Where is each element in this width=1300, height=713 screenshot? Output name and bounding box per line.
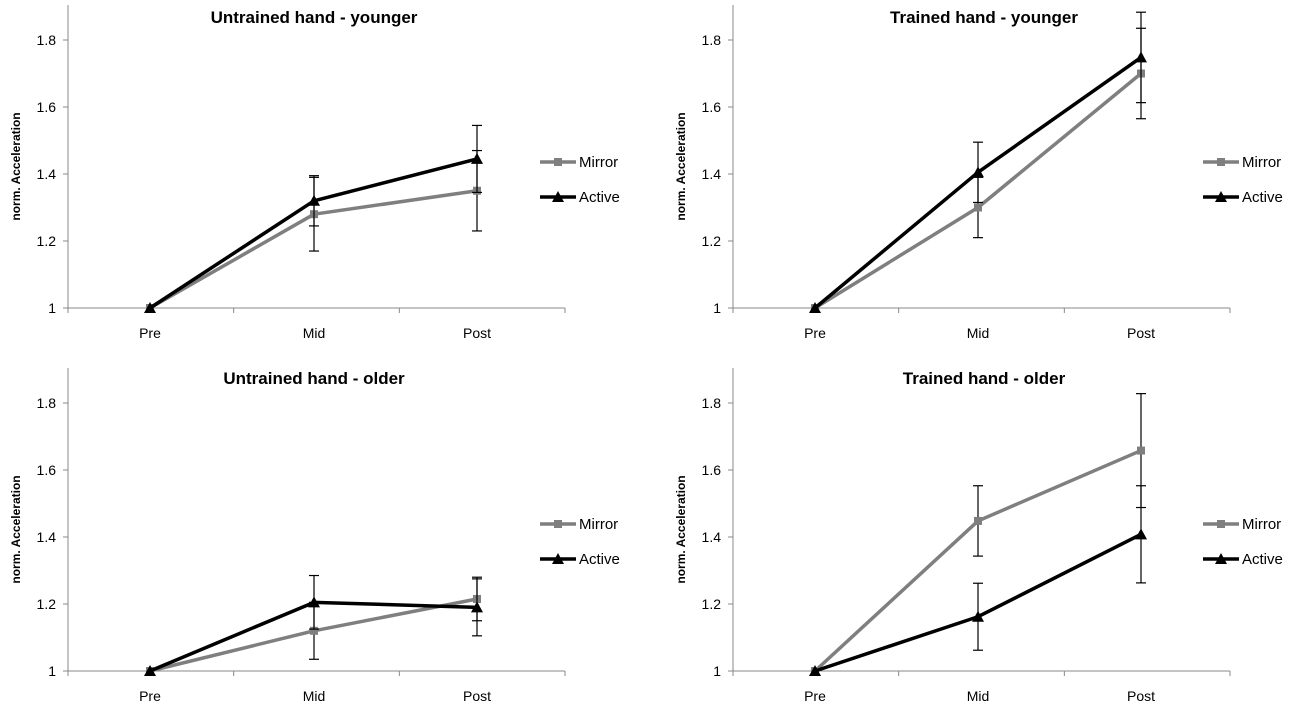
y-tick-label: 1 — [713, 663, 721, 679]
chart-panel-4: Trained hand - older norm. Acceleration 1 1… — [674, 368, 1283, 704]
legend-label-mirror: Mirror — [579, 516, 618, 533]
data-point-active — [471, 152, 483, 164]
y-tick-label: 1 — [48, 300, 56, 316]
legend-label-active: Active — [579, 551, 620, 568]
y-tick-label: 1.2 — [37, 596, 57, 612]
y-axis-label: norm. Acceleration — [9, 475, 23, 583]
chart-title: Untrained hand - older — [223, 369, 405, 388]
data-point-mirror — [974, 516, 982, 525]
y-tick-label: 1.6 — [702, 99, 722, 115]
x-tick-label: Mid — [303, 325, 326, 341]
data-point-active — [972, 166, 984, 178]
y-tick-label: 1 — [713, 300, 721, 316]
x-tick-label: Post — [1127, 688, 1155, 704]
data-point-active — [809, 665, 821, 676]
legend-marker-active — [1215, 191, 1227, 202]
y-tick-label: 1.2 — [702, 596, 722, 612]
x-tick-label: Mid — [303, 688, 326, 704]
x-tick-label: Pre — [804, 325, 826, 341]
y-tick-label: 1 — [48, 663, 56, 679]
legend-marker-mirror — [554, 158, 562, 166]
data-point-active — [471, 601, 483, 613]
y-axis-label: norm. Acceleration — [9, 112, 23, 220]
x-tick-label: Pre — [804, 688, 826, 704]
y-axis-label: norm. Acceleration — [674, 112, 688, 220]
y-axis-label: norm. Acceleration — [674, 475, 688, 583]
chart-panel-3: Untrained hand - older norm. Acceleration… — [9, 368, 620, 704]
x-tick-label: Post — [463, 325, 491, 341]
x-tick-label: Mid — [967, 325, 990, 341]
data-point-active — [144, 302, 156, 313]
y-tick-label: 1.4 — [702, 529, 722, 545]
y-tick-label: 1.6 — [37, 462, 57, 478]
legend-marker-mirror — [1217, 520, 1225, 528]
data-point-active — [144, 665, 156, 676]
x-tick-label: Pre — [139, 325, 161, 341]
legend-label-active: Active — [1242, 189, 1283, 206]
y-tick-label: 1.8 — [37, 395, 57, 411]
y-tick-label: 1.6 — [37, 99, 57, 115]
legend-marker-active — [552, 553, 564, 564]
y-tick-label: 1.6 — [702, 462, 722, 478]
chart-title: Untrained hand - younger — [211, 8, 418, 27]
legend-label-mirror: Mirror — [579, 154, 618, 171]
legend-label-mirror: Mirror — [1242, 516, 1281, 533]
legend-marker-active — [1215, 553, 1227, 564]
data-point-active — [972, 610, 984, 622]
legend-label-active: Active — [579, 189, 620, 206]
y-tick-label: 1.8 — [37, 32, 57, 48]
legend-marker-active — [552, 191, 564, 202]
data-point-active — [308, 596, 320, 608]
legend-marker-mirror — [554, 520, 562, 528]
data-point-active — [1135, 528, 1147, 540]
y-tick-label: 1.4 — [702, 166, 722, 182]
data-point-mirror — [310, 626, 318, 635]
x-tick-label: Mid — [967, 688, 990, 704]
chart-panel-1: Untrained hand - younger norm. Accelerati… — [9, 5, 620, 341]
y-tick-label: 1.2 — [37, 233, 57, 249]
chart-title: Trained hand - older — [903, 369, 1066, 388]
legend-marker-mirror — [1217, 158, 1225, 166]
x-tick-label: Pre — [139, 688, 161, 704]
data-point-active — [308, 194, 320, 206]
y-tick-label: 1.2 — [702, 233, 722, 249]
chart-panel-2: Trained hand - younger norm. Acceleration… — [674, 5, 1283, 341]
data-point-active — [1135, 51, 1147, 63]
data-point-mirror — [1137, 446, 1145, 455]
data-point-mirror — [974, 203, 982, 212]
y-tick-label: 1.8 — [702, 395, 722, 411]
x-tick-label: Post — [463, 688, 491, 704]
y-tick-label: 1.8 — [702, 32, 722, 48]
y-tick-label: 1.4 — [37, 529, 57, 545]
y-tick-label: 1.4 — [37, 166, 57, 182]
x-tick-label: Post — [1127, 325, 1155, 341]
legend-label-mirror: Mirror — [1242, 154, 1281, 171]
legend-label-active: Active — [1242, 551, 1283, 568]
chart-title: Trained hand - younger — [890, 8, 1078, 27]
data-point-active — [809, 302, 821, 313]
